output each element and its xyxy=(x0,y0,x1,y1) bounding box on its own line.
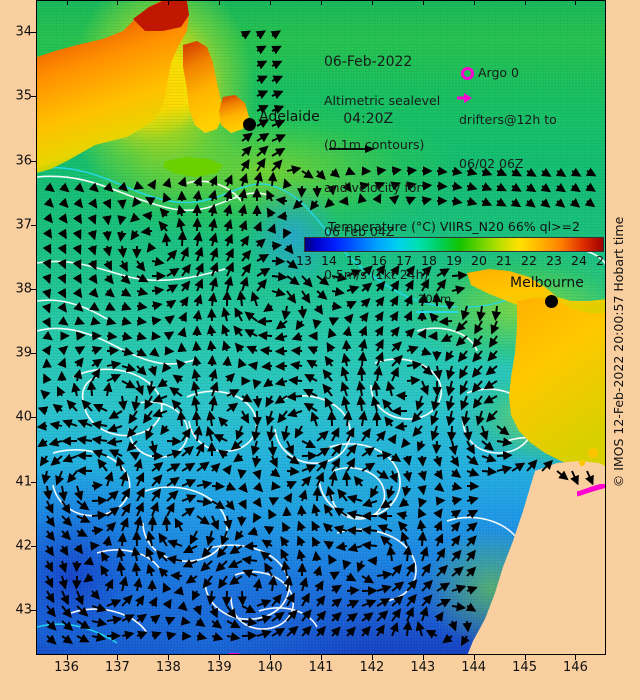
velocity-scale-arrow-icon xyxy=(327,140,377,159)
colorbar-tick-24: 24 xyxy=(571,253,587,268)
colorbar-gradient xyxy=(304,237,604,252)
velocity-vector-layer xyxy=(37,1,605,654)
lon-tick-138: 138 xyxy=(155,660,181,675)
lat-tick-mark xyxy=(31,610,36,612)
map-plot-area[interactable]: 06-Feb-2022 04:20Z Altimetric sealevel (… xyxy=(36,0,606,655)
colorbar-tick-22: 22 xyxy=(521,253,537,268)
colorbar-tick-21: 21 xyxy=(496,253,512,268)
lat-tick-mark xyxy=(31,96,36,98)
lon-tick-137: 137 xyxy=(105,660,130,675)
lon-tick-mark-top xyxy=(422,0,424,5)
drifter-track-east xyxy=(574,483,605,502)
lon-tick-mark-top xyxy=(371,0,373,5)
lon-tick-143: 143 xyxy=(410,660,436,675)
lon-tick-139: 139 xyxy=(206,660,232,675)
colorbar-tick-14: 14 xyxy=(321,253,337,268)
lat-tick-mark xyxy=(31,288,36,290)
lat-tick-mark xyxy=(31,353,36,355)
adelaide-city-label: Adelaide xyxy=(259,109,320,125)
drifter-legend-line-1: drifters@12h to xyxy=(459,112,557,127)
description-line-1: Altimetric sealevel xyxy=(324,93,441,108)
lon-tick-mark xyxy=(168,655,170,660)
lat-tick-39: 39 xyxy=(15,345,32,361)
lon-tick-mark xyxy=(66,655,68,660)
lon-tick-mark-top xyxy=(117,0,119,5)
lon-tick-146: 146 xyxy=(563,660,588,675)
description-line-4: 06 Feb 04Z xyxy=(324,223,395,239)
colorbar-tick-19: 19 xyxy=(446,253,462,268)
colorbar-tick-16: 16 xyxy=(371,253,387,268)
lat-tick-mark xyxy=(31,224,36,226)
melbourne-city-marker xyxy=(545,295,558,308)
drifter-track-south xyxy=(227,651,247,654)
melbourne-city-label: Melbourne xyxy=(510,275,584,291)
lon-tick-mark xyxy=(321,655,322,660)
lon-tick-144: 144 xyxy=(461,660,487,675)
lon-tick-140: 140 xyxy=(257,660,283,675)
lon-tick-mark xyxy=(473,655,475,660)
lon-tick-mark-top xyxy=(168,0,170,5)
lon-tick-mark-top xyxy=(270,0,272,5)
lat-tick-mark xyxy=(31,481,36,483)
colorbar-tick-13: 13 xyxy=(296,253,312,268)
lon-tick-mark-top xyxy=(321,0,322,5)
colorbar-tick-20: 20 xyxy=(471,253,487,268)
lat-tick-mark xyxy=(31,545,36,547)
lon-tick-mark xyxy=(270,655,272,660)
drifter-legend-line-2: 06/02 06Z xyxy=(459,155,524,171)
lon-tick-mark-top xyxy=(473,0,475,5)
lon-tick-mark-top xyxy=(524,0,526,5)
adelaide-city-marker xyxy=(243,118,256,131)
figure-date: 06-Feb-2022 xyxy=(324,54,413,70)
lat-tick-41: 41 xyxy=(15,474,32,490)
copyright-credit: © IMOS 12-Feb-2022 20:00:57 Hobart time xyxy=(611,216,626,488)
lon-tick-mark-top xyxy=(66,0,68,5)
lat-tick-40: 40 xyxy=(15,409,32,425)
argo-marker-icon xyxy=(461,67,474,80)
drifter-legend-label: drifters@12h to 06/02 06Z xyxy=(459,84,557,200)
land-polygons xyxy=(37,1,605,654)
argo-legend-label: Argo 0 xyxy=(478,65,519,80)
lon-tick-141: 141 xyxy=(308,660,334,675)
lon-tick-mark xyxy=(524,655,526,660)
lat-tick-36: 36 xyxy=(15,153,32,169)
lon-tick-mark-top xyxy=(219,0,221,5)
colorbar-tick-15: 15 xyxy=(346,253,362,268)
lat-tick-38: 38 xyxy=(15,281,32,297)
lon-tick-mark xyxy=(371,655,373,660)
isobath-depth-swatch xyxy=(416,311,458,313)
lon-tick-142: 142 xyxy=(359,660,385,675)
lon-tick-136: 136 xyxy=(54,660,79,675)
lat-tick-37: 37 xyxy=(15,217,32,233)
lon-tick-mark xyxy=(575,655,577,660)
figure-datetime: 06-Feb-2022 04:20Z xyxy=(324,15,412,167)
temperature-colorbar: Temperature (°C) VIIRS_N20 66% ql>=2 13 1… xyxy=(296,219,605,269)
lon-tick-mark xyxy=(219,655,221,660)
colorbar-tick-labels: 13 14 15 16 17 18 19 20 21 22 23 24 25 xyxy=(296,253,605,269)
lat-tick-mark xyxy=(31,32,36,34)
description-line-5: 0.5m/s (1kt 24h) xyxy=(324,267,429,282)
lat-tick-42: 42 xyxy=(15,538,32,554)
lat-tick-43: 43 xyxy=(15,602,32,618)
lat-tick-mark xyxy=(31,417,36,419)
lat-tick-34: 34 xyxy=(15,24,32,40)
figure-time: 04:20Z xyxy=(343,111,394,127)
description-line-3: and velocity for xyxy=(324,180,422,195)
colorbar-tick-23: 23 xyxy=(546,253,562,268)
lon-tick-mark-top xyxy=(575,0,577,5)
lon-tick-mark xyxy=(422,655,424,660)
description-line-2: (0.1m contours) xyxy=(324,136,425,152)
drifter-marker-icon xyxy=(457,89,473,108)
figure-description: Altimetric sealevel (0.1m contours) and … xyxy=(324,65,440,312)
lon-tick-mark xyxy=(117,655,119,660)
lon-tick-145: 145 xyxy=(512,660,537,675)
colorbar-tick-17: 17 xyxy=(396,253,412,268)
colorbar-tick-18: 18 xyxy=(421,253,437,268)
isobath-depth-label: 200m xyxy=(418,292,452,306)
lat-tick-mark xyxy=(31,160,36,162)
colorbar-title: Temperature (°C) VIIRS_N20 66% ql>=2 xyxy=(328,219,580,234)
colorbar-tick-25: 25 xyxy=(596,253,605,268)
lat-tick-35: 35 xyxy=(15,88,32,104)
